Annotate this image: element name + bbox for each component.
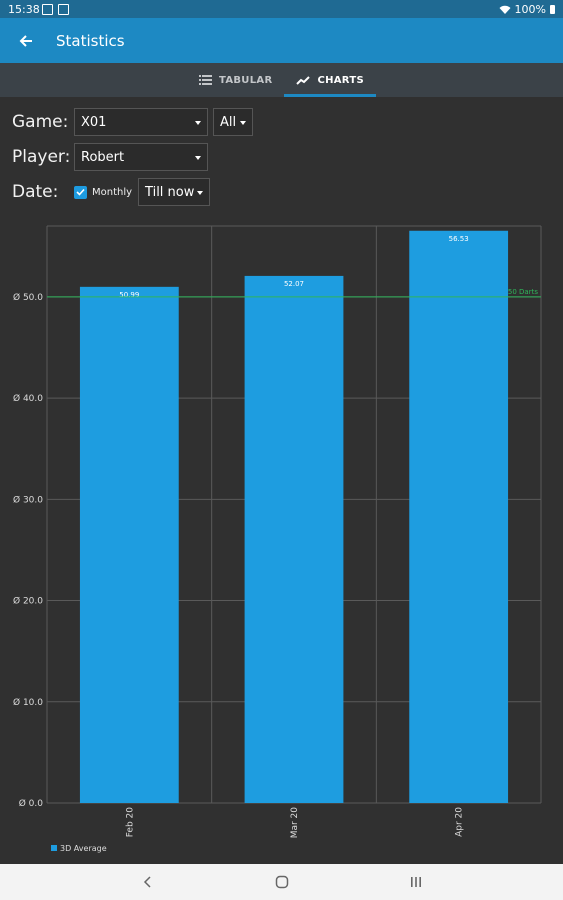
page-title: Statistics: [56, 31, 125, 50]
notification-icons: [42, 4, 69, 15]
game-select[interactable]: X01: [74, 108, 208, 136]
y-tick-label: Ø 40.0: [13, 393, 43, 404]
reference-line-label: 50 Darts: [508, 288, 538, 296]
x-tick-label: Feb 20: [125, 807, 135, 838]
app-bar: Statistics: [0, 18, 563, 63]
bar-feb-20: [79, 286, 179, 803]
game-select-value: X01: [81, 114, 107, 130]
bar-chart: Ø 0.0 Ø 10.0 Ø 20.0 Ø 30.0 Ø 40.0 Ø 50.0 50.99…: [13, 225, 542, 853]
player-label: Player:: [12, 147, 71, 167]
player-filter-row: Player: Robert: [12, 143, 208, 171]
nav-recents-icon: [410, 877, 421, 887]
wifi-icon: [499, 5, 511, 14]
player-select-value: Robert: [81, 149, 125, 165]
game-label: Game:: [12, 112, 69, 132]
y-tick-label: Ø 0.0: [19, 798, 44, 809]
player-select[interactable]: Robert: [74, 143, 208, 171]
status-bar: 15:38 100%: [0, 0, 563, 18]
date-range-select-value: Till now: [145, 184, 195, 200]
checkmark-icon: [76, 188, 85, 196]
bar-mar-20: [244, 275, 344, 804]
image-notification-icon: [42, 4, 53, 15]
bar-value-label: 56.53: [449, 235, 469, 243]
nav-recents-button[interactable]: [404, 870, 428, 894]
monthly-label: Monthly: [92, 186, 133, 198]
x-tick-label: Apr 20: [455, 807, 465, 837]
battery-percentage: 100%: [514, 3, 546, 16]
nav-home-button[interactable]: [270, 870, 294, 894]
x-tick-label: Mar 20: [290, 807, 300, 839]
chevron-down-icon: [195, 156, 201, 160]
system-nav-bar: [0, 864, 563, 900]
tab-charts-label: CHARTS: [317, 74, 364, 86]
bar-apr-20: [409, 230, 509, 804]
game-mode-select[interactable]: All: [213, 108, 253, 136]
date-range-select[interactable]: Till now: [138, 178, 211, 206]
tab-charts[interactable]: CHARTS: [284, 63, 376, 97]
status-time: 15:38: [8, 3, 40, 16]
battery-icon: [550, 5, 555, 14]
tab-bar: TABULAR CHARTS: [0, 63, 563, 97]
tab-tabular[interactable]: TABULAR: [187, 63, 284, 97]
bar-value-label: 52.07: [284, 280, 304, 288]
chevron-down-icon: [240, 121, 246, 125]
game-filter-row: Game: X01 All: [12, 108, 253, 136]
y-tick-label: Ø 50.0: [13, 292, 43, 303]
list-icon: [199, 75, 212, 85]
back-button[interactable]: [0, 18, 52, 63]
nav-back-button[interactable]: [136, 870, 160, 894]
trending-chart-icon: [296, 76, 311, 85]
filter-panel: Game: X01 All Player: Robert Date: Month…: [0, 97, 563, 217]
date-label: Date:: [12, 182, 59, 202]
bar-value-label: 50.99: [119, 291, 139, 299]
tab-tabular-label: TABULAR: [219, 74, 273, 86]
legend-swatch: [51, 845, 57, 851]
y-tick-label: Ø 10.0: [13, 697, 43, 708]
date-filter-row: Date: Monthly Till now: [12, 178, 211, 206]
sim-notification-icon: [58, 4, 69, 15]
legend-label: 3D Average: [60, 844, 107, 853]
monthly-checkbox[interactable]: [74, 185, 87, 199]
arrow-back-icon: [19, 34, 32, 47]
game-mode-select-value: All: [220, 114, 237, 130]
y-tick-label: Ø 20.0: [13, 596, 43, 607]
y-tick-label: Ø 30.0: [13, 494, 43, 505]
chart-area: Ø 0.0 Ø 10.0 Ø 20.0 Ø 30.0 Ø 40.0 Ø 50.0 50.99…: [0, 217, 563, 864]
chevron-down-icon: [197, 191, 204, 195]
chevron-down-icon: [195, 121, 201, 125]
nav-home-icon: [275, 875, 288, 889]
nav-back-icon: [143, 876, 151, 888]
status-right: 100%: [499, 3, 555, 16]
